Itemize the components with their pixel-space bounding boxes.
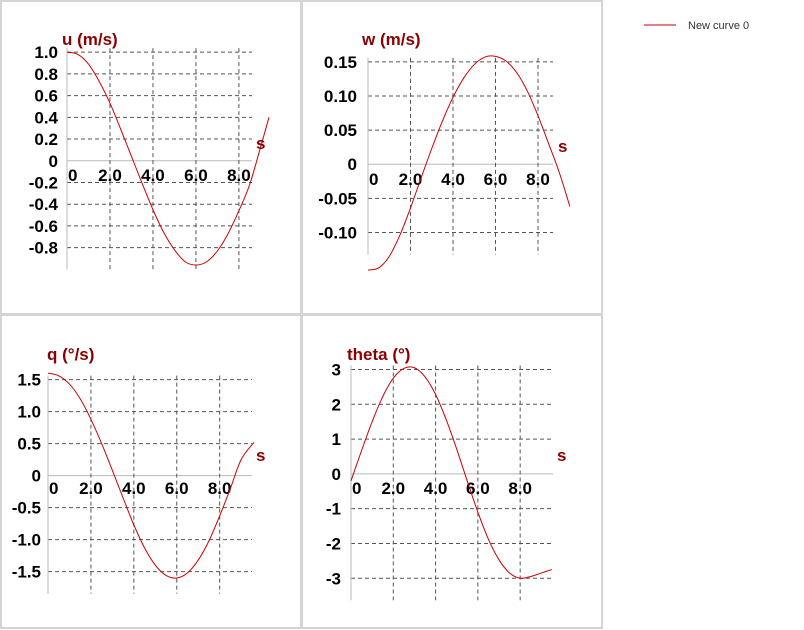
y-axis-title-q: q (°/s) xyxy=(47,345,94,364)
y-tick-label-w: -0.05 xyxy=(318,189,357,208)
legend-label: New curve 0 xyxy=(688,20,749,32)
x-tick-label-u: 8.0 xyxy=(227,166,251,185)
y-tick-label-u: -0.4 xyxy=(29,195,59,214)
x-tick-label-theta: 2.0 xyxy=(381,479,405,498)
x-tick-label-q: 6.0 xyxy=(165,479,189,498)
x-tick-label-w: 2.0 xyxy=(399,170,423,189)
y-tick-label-theta: -1 xyxy=(326,500,341,519)
y-tick-label-u: 0 xyxy=(49,152,58,171)
y-tick-label-theta: 2 xyxy=(332,395,341,414)
y-axis-title-theta: theta (°) xyxy=(347,345,410,364)
y-tick-label-w: 0.15 xyxy=(324,53,357,72)
x-tick-label-u: 0 xyxy=(68,166,77,185)
y-tick-label-u: 0.4 xyxy=(34,108,58,127)
panel-frame-q xyxy=(1,315,301,628)
x-tick-label-theta: 8.0 xyxy=(508,479,532,498)
x-tick-label-u: 6.0 xyxy=(184,166,208,185)
y-tick-label-theta: 1 xyxy=(332,430,341,449)
x-tick-label-q: 0 xyxy=(49,479,58,498)
y-tick-label-q: 0 xyxy=(32,467,41,486)
y-axis-title-w: w (m/s) xyxy=(361,30,421,49)
y-tick-label-w: -0.10 xyxy=(318,223,357,242)
y-tick-label-theta: -3 xyxy=(326,569,341,588)
y-tick-label-u: -0.2 xyxy=(29,173,58,192)
x-tick-label-w: 6.0 xyxy=(484,170,508,189)
y-tick-label-w: 0.10 xyxy=(324,87,357,106)
x-axis-label-q: s xyxy=(256,446,265,465)
x-tick-label-q: 2.0 xyxy=(79,479,103,498)
y-tick-label-q: 1.5 xyxy=(17,371,41,390)
y-tick-label-q: 1.0 xyxy=(17,403,41,422)
x-axis-label-u: s xyxy=(256,134,265,153)
y-tick-label-w: 0.05 xyxy=(324,121,357,140)
y-tick-label-q: -1.5 xyxy=(12,563,41,582)
y-tick-label-u: 0.2 xyxy=(34,130,58,149)
y-tick-label-w: 0 xyxy=(348,155,357,174)
y-tick-label-u: 0.6 xyxy=(34,87,58,106)
x-axis-label-w: s xyxy=(558,137,567,156)
x-tick-label-theta: 0 xyxy=(352,479,361,498)
y-axis-title-u: u (m/s) xyxy=(62,30,118,49)
x-tick-label-w: 4.0 xyxy=(441,170,465,189)
y-tick-label-q: 0.5 xyxy=(17,435,41,454)
x-tick-label-u: 4.0 xyxy=(141,166,165,185)
y-tick-label-q: -1.0 xyxy=(12,531,41,550)
y-tick-label-theta: -2 xyxy=(326,534,341,553)
x-tick-label-theta: 4.0 xyxy=(424,479,448,498)
y-tick-label-theta: 3 xyxy=(332,360,341,379)
y-tick-label-q: -0.5 xyxy=(12,499,41,518)
legend: New curve 0 xyxy=(644,20,749,32)
x-tick-label-w: 8.0 xyxy=(526,170,550,189)
y-tick-label-u: -0.8 xyxy=(29,239,58,258)
y-tick-label-u: -0.6 xyxy=(29,217,58,236)
x-tick-label-q: 4.0 xyxy=(122,479,146,498)
y-tick-label-u: 1.0 xyxy=(34,43,58,62)
y-tick-label-u: 0.8 xyxy=(34,65,58,84)
x-tick-label-u: 2.0 xyxy=(98,166,122,185)
x-axis-label-theta: s xyxy=(557,446,566,465)
y-tick-label-theta: 0 xyxy=(332,465,341,484)
x-tick-label-w: 0 xyxy=(369,170,378,189)
